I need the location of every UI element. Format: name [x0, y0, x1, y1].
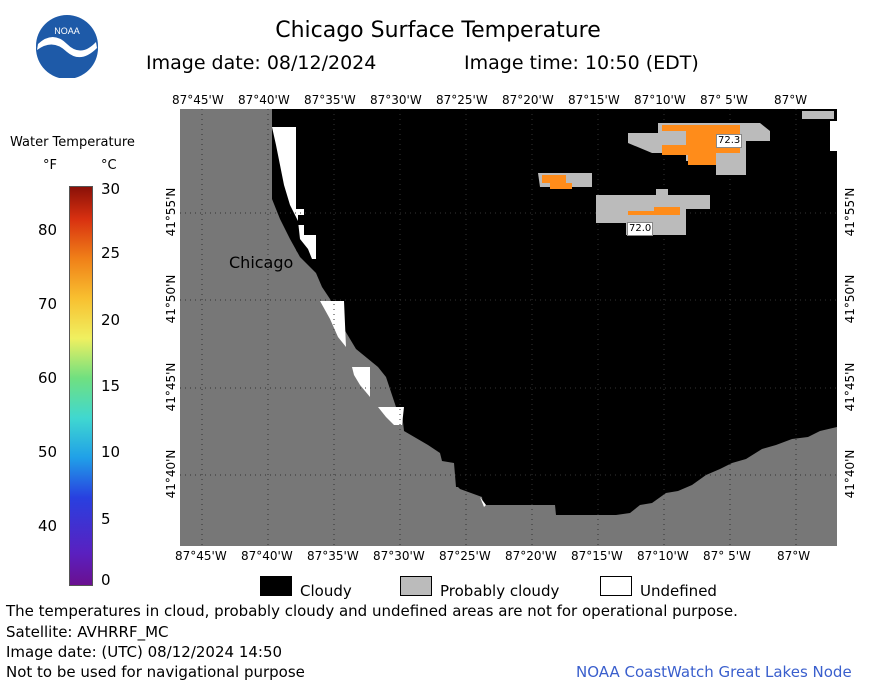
- lon-label: 87°35'W: [304, 93, 356, 107]
- c-tick: 20: [101, 311, 121, 329]
- cloudy-label: Cloudy: [300, 582, 352, 600]
- f-tick: 70: [38, 295, 58, 313]
- lat-label: 41°40'N: [164, 449, 178, 499]
- lon-label: 87°45'W: [175, 549, 227, 563]
- lon-label: 87°25'W: [436, 93, 488, 107]
- lon-label: 87°30'W: [373, 549, 425, 563]
- lon-label: 87°25'W: [439, 549, 491, 563]
- lon-label: 87° 5'W: [703, 549, 751, 563]
- lat-label: 41°40'N: [843, 449, 857, 499]
- disclaimer-note: The temperatures in cloud, probably clou…: [6, 602, 738, 620]
- undefined-area: [830, 121, 837, 151]
- cloudy-swatch: [260, 576, 292, 596]
- temp-label: 72.0: [627, 222, 654, 236]
- logo-text: NOAA: [54, 26, 80, 36]
- lon-label: 87°20'W: [505, 549, 557, 563]
- unit-f: °F: [43, 158, 57, 173]
- lat-label: 41°45'N: [164, 362, 178, 412]
- f-tick: 40: [38, 517, 58, 535]
- lon-label: 87°20'W: [502, 93, 554, 107]
- undefined-swatch: [600, 576, 632, 596]
- undefined-area: [320, 301, 346, 347]
- map-panel: [180, 109, 837, 546]
- image-date: Image date: 08/12/2024: [146, 52, 377, 74]
- c-tick: 15: [101, 377, 121, 395]
- temp-label: 72.3: [716, 134, 743, 148]
- f-tick: 80: [38, 221, 58, 239]
- undefined-area: [480, 497, 486, 507]
- f-tick: 60: [38, 369, 58, 387]
- lat-label: 41°45'N: [843, 362, 857, 412]
- lon-label: 87°10'W: [637, 549, 689, 563]
- nav-warning: Not to be used for navigational purpose: [6, 663, 305, 681]
- probably-cloudy-swatch: [400, 576, 432, 596]
- lon-label: 87°10'W: [634, 93, 686, 107]
- undefined-area: [378, 407, 404, 425]
- lat-label: 41°55'N: [843, 187, 857, 237]
- lon-label: 87°15'W: [571, 549, 623, 563]
- lat-label: 41°50'N: [843, 274, 857, 324]
- city-label: Chicago: [229, 253, 294, 272]
- lon-label: 87° 5'W: [700, 93, 748, 107]
- page-title: Chicago Surface Temperature: [275, 18, 601, 43]
- lon-label: 87°30'W: [370, 93, 422, 107]
- undefined-label: Undefined: [640, 582, 717, 600]
- probably-cloudy-label: Probably cloudy: [440, 582, 560, 600]
- undefined-area: [272, 127, 316, 259]
- c-tick: 25: [101, 244, 121, 262]
- chicago-marker: [296, 245, 304, 253]
- lon-label: 87°35'W: [307, 549, 359, 563]
- c-tick: 30: [101, 180, 121, 198]
- lon-label: 87°W: [774, 93, 808, 107]
- warm-water-area: [628, 207, 680, 215]
- c-tick: 10: [101, 443, 121, 461]
- lon-label: 87°40'W: [241, 549, 293, 563]
- c-tick: 0: [101, 571, 111, 589]
- lat-label: 41°55'N: [164, 187, 178, 237]
- utc-date: Image date: (UTC) 08/12/2024 14:50: [6, 643, 283, 661]
- lon-label: 87°W: [777, 549, 811, 563]
- lon-label: 87°45'W: [172, 93, 224, 107]
- undefined-area: [352, 367, 370, 397]
- probably-cloudy-area: [802, 111, 834, 119]
- lake-cloudy-area: [272, 109, 837, 515]
- unit-c: °C: [101, 158, 117, 173]
- warm-water-area: [542, 175, 572, 189]
- colorbar: [69, 186, 93, 586]
- c-tick: 5: [101, 510, 111, 528]
- noaa-logo: NOAA: [36, 15, 98, 78]
- lon-label: 87°40'W: [238, 93, 290, 107]
- lat-label: 41°50'N: [164, 274, 178, 324]
- image-time: Image time: 10:50 (EDT): [464, 52, 699, 74]
- f-tick: 50: [38, 443, 58, 461]
- cloudy-patch: [298, 215, 314, 225]
- satellite-info: Satellite: AVHRRF_MC: [6, 623, 169, 641]
- colorbar-title: Water Temperature: [10, 135, 135, 150]
- coastwatch-link[interactable]: NOAA CoastWatch Great Lakes Node: [576, 663, 852, 681]
- lon-label: 87°15'W: [568, 93, 620, 107]
